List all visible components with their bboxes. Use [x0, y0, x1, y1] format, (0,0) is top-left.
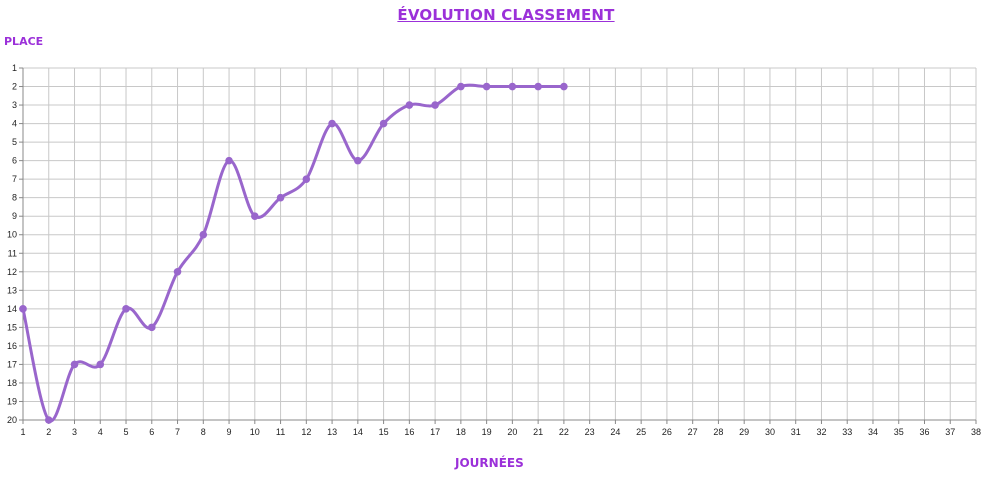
data-point	[379, 119, 388, 128]
x-tick-label: 21	[533, 427, 543, 437]
data-point	[508, 82, 517, 91]
data-point	[431, 101, 439, 109]
x-tick-label: 7	[175, 427, 180, 437]
data-point	[534, 82, 542, 91]
y-tick-label: 17	[7, 359, 17, 369]
data-point	[173, 267, 182, 276]
x-tick-label: 30	[765, 427, 775, 437]
x-tick-label: 26	[662, 427, 672, 437]
y-tick-label: 20	[7, 415, 17, 425]
y-tick-label: 4	[12, 119, 17, 129]
data-point	[251, 212, 259, 221]
x-tick-label: 24	[610, 427, 620, 437]
grid	[22, 67, 977, 421]
x-tick-label: 31	[791, 427, 801, 437]
x-tick-label: 5	[124, 427, 129, 437]
x-tick-label: 2	[46, 427, 51, 437]
data-point	[147, 323, 156, 332]
x-tick-label: 19	[482, 427, 492, 437]
y-tick-label: 1	[12, 63, 17, 73]
x-tick-label: 10	[250, 427, 260, 437]
y-tick-label: 10	[7, 230, 17, 240]
x-tick-label: 3	[72, 427, 77, 437]
data-point	[122, 305, 130, 313]
x-tick-label: 1	[20, 427, 25, 437]
y-tick-label: 2	[12, 82, 17, 92]
y-tick-label: 13	[7, 285, 17, 295]
x-tick-label: 4	[98, 427, 103, 437]
y-tick-label: 18	[7, 378, 17, 388]
x-tick-label: 16	[404, 427, 414, 437]
x-tick-label: 37	[945, 427, 955, 437]
data-point	[199, 230, 208, 239]
x-tick-label: 13	[327, 427, 337, 437]
data-point	[560, 82, 568, 91]
y-tick-label: 15	[7, 322, 17, 332]
data-point	[276, 193, 285, 202]
y-tick-label: 7	[12, 174, 17, 184]
data-point	[70, 360, 79, 369]
x-tick-label: 11	[276, 427, 285, 437]
data-point	[482, 82, 491, 91]
data-point	[19, 305, 27, 313]
data-point	[44, 416, 53, 424]
data-point	[354, 156, 362, 165]
x-tick-label: 17	[430, 427, 440, 437]
x-axis-label: JOURNÉES	[455, 456, 524, 470]
x-tick-label: 15	[379, 427, 389, 437]
y-tick-label: 6	[12, 156, 17, 166]
x-tick-label: 27	[688, 427, 698, 437]
x-tick-label: 28	[713, 427, 723, 437]
data-point	[405, 101, 414, 109]
x-tick-label: 36	[919, 427, 929, 437]
y-tick-label: 19	[7, 396, 17, 406]
x-tick-label: 6	[149, 427, 154, 437]
y-axis-label: PLACE	[4, 35, 44, 48]
y-tick-label: 9	[12, 211, 17, 221]
y-tick-label: 11	[8, 248, 17, 258]
chart-title: ÉVOLUTION CLASSEMENT	[397, 6, 615, 24]
x-tick-label: 29	[739, 427, 749, 437]
x-tick-label: 35	[894, 427, 904, 437]
x-tick-label: 14	[353, 427, 363, 437]
x-tick-label: 34	[868, 427, 878, 437]
x-tick-label: 18	[456, 427, 466, 437]
x-tick-label: 23	[585, 427, 595, 437]
y-tick-label: 16	[7, 341, 17, 351]
x-tick-label: 12	[301, 427, 311, 437]
axes	[22, 68, 976, 421]
y-tick-label: 5	[12, 137, 17, 147]
x-tick-label: 33	[842, 427, 852, 437]
data-point	[328, 119, 336, 128]
y-tick-label: 12	[7, 267, 17, 277]
data-point	[457, 82, 465, 91]
x-tick-label: 38	[971, 427, 981, 437]
y-tick-label: 3	[12, 100, 17, 110]
data-point	[302, 175, 311, 183]
data-point	[96, 360, 105, 369]
x-tick-label: 32	[816, 427, 826, 437]
x-tick-label: 25	[636, 427, 646, 437]
y-tick-label: 14	[7, 304, 17, 314]
series	[19, 82, 568, 424]
y-tick-label: 8	[12, 193, 17, 203]
data-point	[225, 156, 233, 165]
x-tick-label: 8	[201, 427, 206, 437]
x-tick-label: 20	[507, 427, 517, 437]
x-tick-labels: 1 2 3 4 5 6 7 8 9 10 11 12 13 14 15 16 17 18 19 20 21 22 23 24 2…	[20, 420, 981, 437]
x-tick-label: 9	[227, 427, 232, 437]
x-tick-label: 22	[559, 427, 569, 437]
